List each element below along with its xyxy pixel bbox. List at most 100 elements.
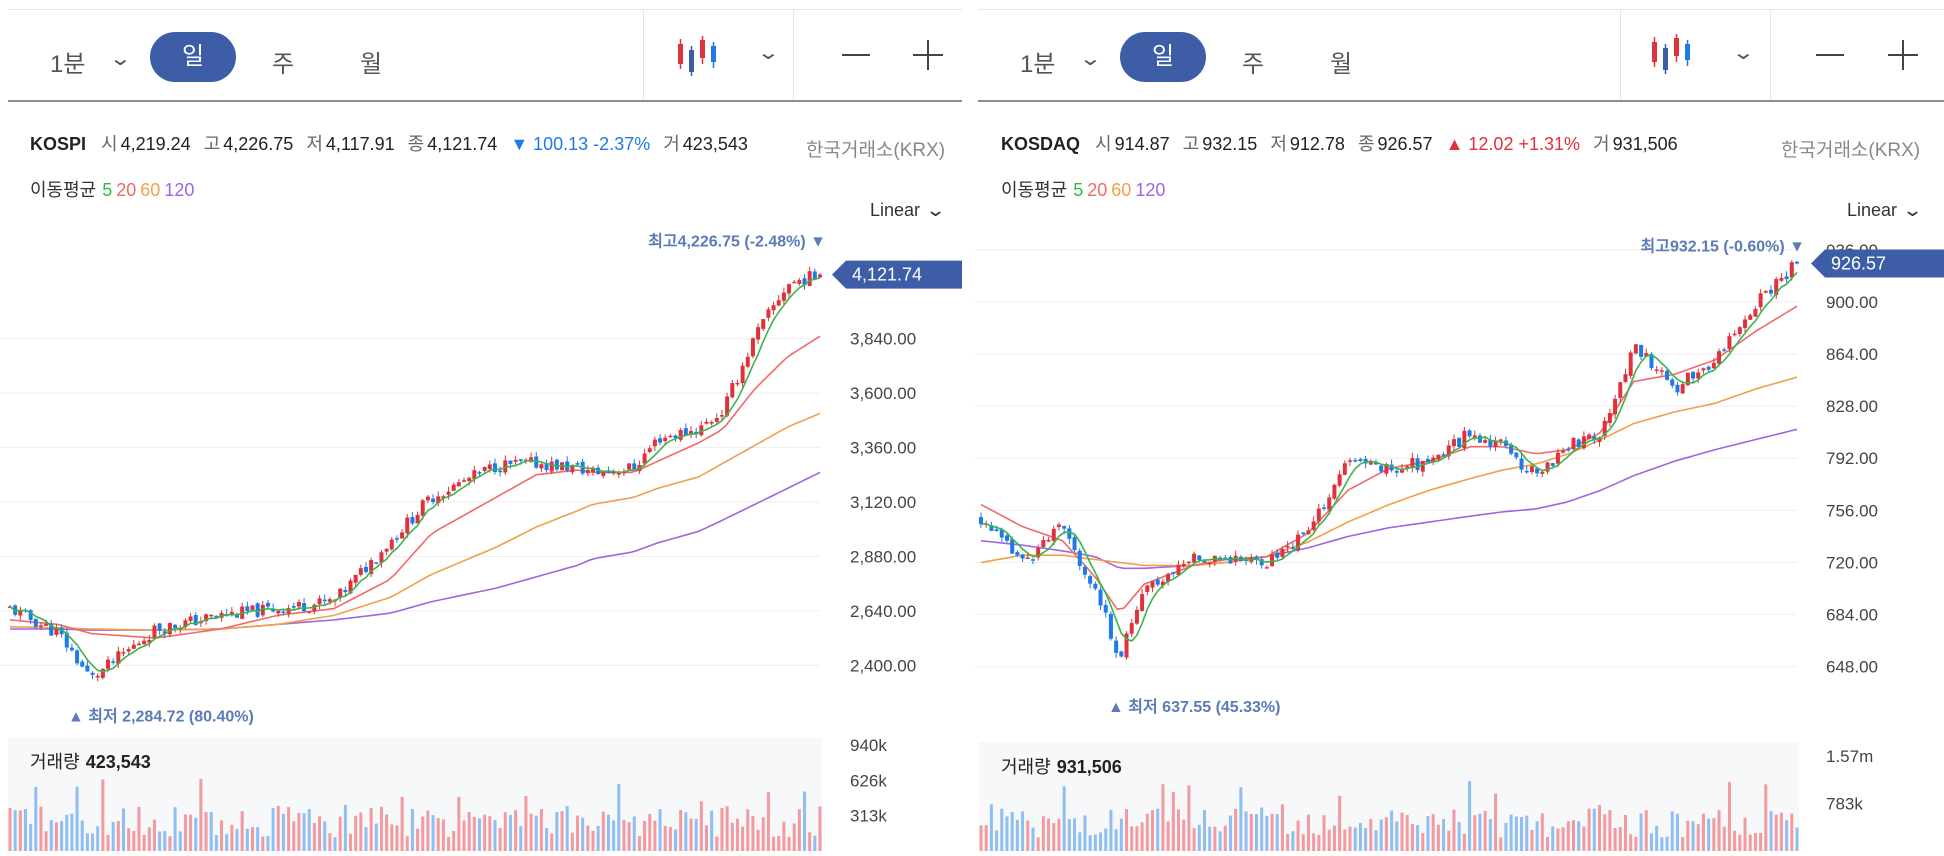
kosdaq-price-chart[interactable]: 648.00 684.00 720.00 756.00 792.00 828.00 864.…: [975, 0, 1944, 856]
candle-body: [183, 620, 188, 627]
candle-body: [1322, 507, 1327, 509]
candle-body: [296, 601, 301, 607]
moving-average-legend[interactable]: 이동평균 5 20 60 120: [30, 176, 200, 202]
period-month-button[interactable]: 월: [360, 51, 383, 78]
volume-bar: [431, 815, 435, 851]
candle-body: [1223, 557, 1228, 560]
volume-tick-label: 783k: [1826, 795, 1863, 814]
candle-body: [379, 552, 384, 563]
period-week-button[interactable]: 주: [1242, 51, 1265, 78]
candle-body: [683, 428, 688, 436]
zoom-out-button[interactable]: [1816, 54, 1844, 56]
period-day-button[interactable]: 일: [150, 32, 236, 82]
interval-select[interactable]: 1분: [50, 51, 86, 78]
volume-bar: [271, 808, 275, 851]
volume-bar: [1140, 822, 1144, 851]
toolbar-divider: [643, 10, 644, 100]
candle-body: [1566, 449, 1571, 451]
volume-bar: [601, 811, 605, 851]
volume-bar: [1436, 824, 1440, 851]
volume-bar: [111, 821, 115, 851]
candle-body: [498, 470, 503, 473]
volume-bar: [529, 813, 533, 851]
volume-bar: [1592, 808, 1596, 851]
volume-bar: [1701, 813, 1705, 851]
volume-bar: [1135, 826, 1139, 851]
candle-body: [1769, 289, 1774, 294]
candle-body: [188, 616, 193, 621]
zoom-out-button[interactable]: [842, 54, 870, 56]
volume-bar: [91, 833, 95, 851]
volume-bar: [984, 825, 988, 851]
volume-bar: [416, 828, 420, 851]
period-month-button[interactable]: 월: [1330, 51, 1353, 78]
zoom-in-button[interactable]: [913, 40, 943, 70]
candle-body: [1010, 539, 1015, 554]
volume-bar: [333, 837, 337, 851]
volume-bar: [1530, 830, 1534, 851]
volume-bar: [13, 810, 17, 851]
chevron-down-icon[interactable]: ⌄: [108, 48, 133, 70]
candle-body: [214, 615, 219, 618]
scale-select[interactable]: Linear ⌄: [870, 200, 946, 221]
candle-body: [1290, 547, 1295, 549]
candle-body: [714, 417, 719, 422]
volume-bar: [1488, 818, 1492, 851]
candle-body: [173, 624, 178, 628]
volume-bar: [1041, 816, 1045, 851]
zoom-in-button[interactable]: [1888, 40, 1918, 70]
ohlc-summary: KOSDAQ 시 914.87 고 932.15 저 912.78 종 926.57 ▲…: [1001, 130, 1686, 160]
low-annotation-label: ▲ 최저: [1108, 697, 1158, 716]
volume-bar: [570, 832, 574, 851]
candle-body: [157, 623, 162, 631]
volume-bar: [730, 822, 734, 851]
volume-title: 거래량 423,543: [30, 748, 151, 774]
candle-body: [1462, 430, 1467, 449]
volume-tick-label: 626k: [850, 771, 887, 790]
candle-body: [771, 305, 776, 311]
interval-select[interactable]: 1분: [1020, 51, 1056, 78]
volume-bar: [374, 823, 378, 851]
volume-title-value: 423,543: [85, 752, 151, 772]
candlestick-type-icon[interactable]: [1650, 34, 1694, 74]
volume-bar: [307, 808, 311, 851]
volume-bar: [292, 821, 296, 851]
candle-body: [554, 459, 559, 470]
period-day-button[interactable]: 일: [1120, 32, 1206, 82]
candle-body: [147, 640, 152, 643]
y-tick-label: 828.00: [1826, 397, 1878, 416]
volume-bar: [1494, 793, 1498, 851]
moving-average-legend[interactable]: 이동평균 5 20 60 120: [1001, 176, 1171, 202]
chevron-down-icon[interactable]: ⌄: [1078, 48, 1103, 70]
candlestick-type-icon[interactable]: [676, 36, 720, 76]
change-value: ▲ 12.02 +1.31%: [1445, 134, 1581, 154]
volume-bar: [477, 818, 481, 851]
volume-bar: [560, 811, 564, 851]
chevron-down-icon[interactable]: ⌄: [1731, 42, 1756, 64]
chevron-down-icon[interactable]: ⌄: [756, 42, 781, 64]
open-value: 914.87: [1114, 134, 1170, 154]
candle-body: [116, 651, 121, 664]
candle-body: [338, 588, 343, 598]
volume-bar: [1629, 834, 1633, 851]
open-value: 4,219.24: [120, 134, 191, 154]
candle-body: [1062, 525, 1067, 529]
candle-body: [255, 603, 260, 617]
volume-bar: [995, 830, 999, 851]
candle-body: [1592, 436, 1597, 441]
scale-select[interactable]: Linear ⌄: [1847, 200, 1923, 221]
volume-bar: [410, 808, 414, 851]
candle-body: [235, 613, 240, 618]
volume-bar: [183, 814, 187, 851]
period-week-button[interactable]: 주: [272, 51, 295, 78]
kospi-price-chart[interactable]: 2,400.00 2,640.00 2,880.00 3,120.00 3,360.00…: [0, 0, 962, 856]
candle-body: [1633, 344, 1638, 354]
volume-bar: [1603, 814, 1607, 851]
volume-bar: [612, 820, 616, 851]
close-value: 4,121.74: [427, 134, 498, 154]
volume-bar: [1743, 817, 1747, 851]
candle-body: [1587, 434, 1592, 439]
volume-bar: [1104, 828, 1108, 851]
volume-bar: [1280, 804, 1284, 851]
candle-body: [400, 532, 405, 539]
